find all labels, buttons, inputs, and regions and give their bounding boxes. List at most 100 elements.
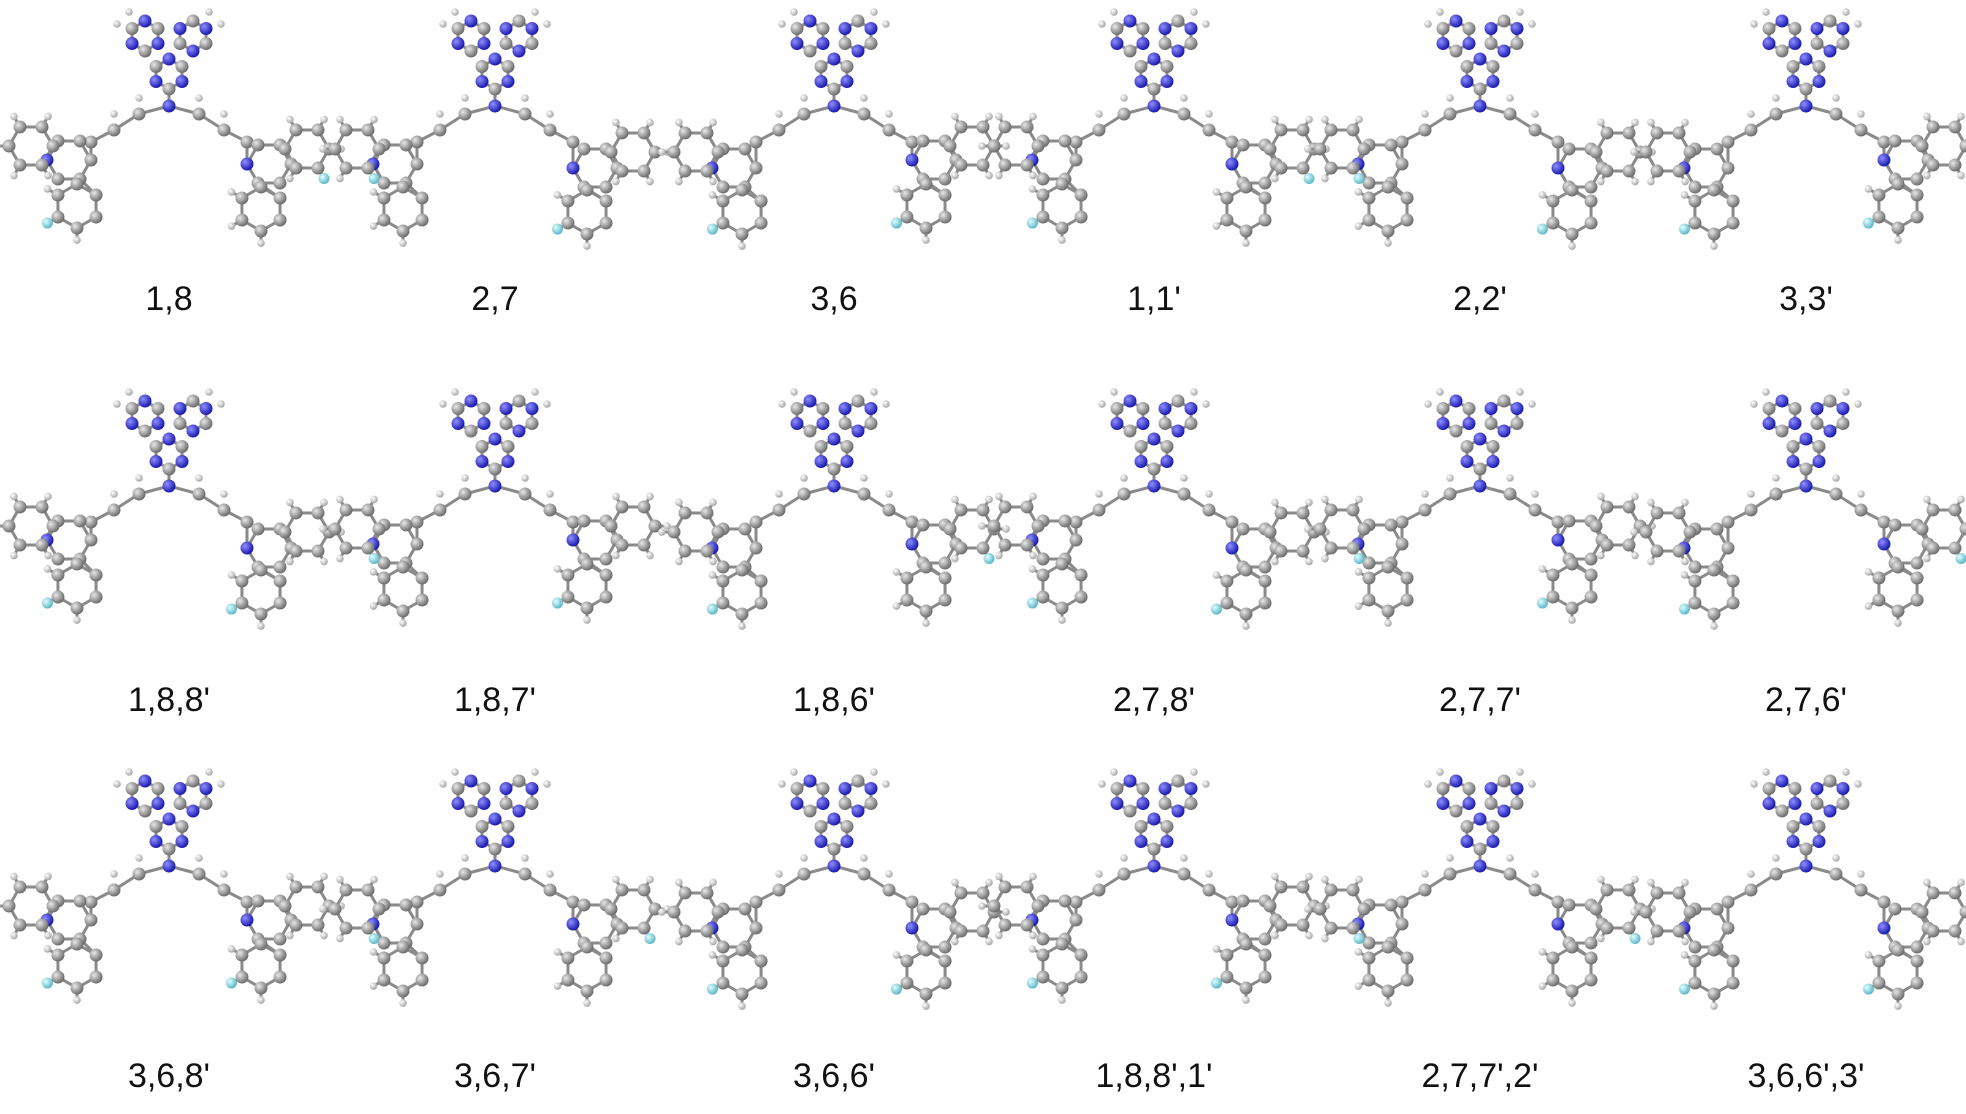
atom (1566, 558, 1579, 571)
atom (1623, 126, 1636, 139)
atom (977, 886, 990, 899)
atom (600, 952, 613, 965)
atom (411, 158, 424, 171)
atom (750, 896, 763, 909)
atom (712, 526, 725, 539)
atom (716, 195, 729, 208)
atom (362, 883, 375, 896)
atom (839, 22, 852, 35)
atom (750, 162, 763, 175)
atom (1240, 608, 1253, 621)
atom (1029, 552, 1037, 560)
atom (1872, 955, 1885, 968)
atom (828, 860, 841, 873)
atom (1486, 60, 1499, 73)
atom (646, 178, 654, 186)
atom (1585, 217, 1598, 230)
atom (1178, 488, 1191, 501)
atom (174, 782, 187, 795)
atom (51, 569, 64, 582)
atom (1111, 417, 1124, 430)
atom (44, 873, 52, 881)
atom (90, 591, 103, 604)
atom (870, 388, 878, 396)
atom (1957, 938, 1965, 946)
atom (126, 417, 139, 430)
atom (1681, 119, 1689, 127)
atom (199, 782, 212, 795)
atom (521, 474, 529, 482)
atom (1504, 868, 1517, 881)
atom (800, 854, 808, 862)
atom (1124, 15, 1137, 28)
atom (1160, 75, 1173, 88)
atom (798, 108, 811, 121)
atom (1135, 75, 1148, 88)
atom (1590, 146, 1603, 159)
atom (1787, 440, 1800, 453)
atom (1546, 952, 1559, 965)
atom (707, 224, 718, 235)
atom (1486, 440, 1499, 453)
atom (985, 938, 993, 946)
atom (1811, 417, 1824, 430)
atom (1056, 602, 1069, 615)
atom (1211, 978, 1222, 989)
atom (1546, 591, 1559, 604)
atom (1865, 951, 1873, 959)
atom (544, 124, 557, 137)
atom (399, 239, 407, 247)
atom (1566, 184, 1579, 197)
atom (701, 506, 714, 519)
atom (1830, 488, 1843, 501)
atom (1382, 181, 1395, 194)
atom (605, 146, 618, 159)
atom (436, 490, 444, 498)
atom (1585, 937, 1598, 950)
atom (1788, 37, 1801, 50)
atom (1630, 148, 1638, 156)
atom (187, 395, 200, 408)
molecule-label: 1,8,8',1' (1096, 1057, 1213, 1095)
atom (1321, 876, 1329, 884)
atom (1485, 402, 1498, 415)
atom (1911, 189, 1924, 202)
molecule-label: 1,8 (145, 280, 192, 318)
atom (1075, 189, 1088, 202)
atom (561, 195, 574, 208)
atom (1347, 123, 1360, 136)
atom (977, 120, 990, 133)
atom (1148, 100, 1161, 113)
atom (1036, 591, 1049, 604)
atom (42, 978, 53, 989)
atom (279, 526, 292, 539)
atom (205, 8, 213, 16)
atom (501, 455, 514, 468)
atom (175, 820, 188, 833)
atom (1436, 388, 1444, 396)
atom (340, 542, 353, 555)
atom (400, 138, 413, 151)
atom (778, 400, 786, 408)
atom (1631, 552, 1639, 560)
atom (567, 136, 580, 149)
atom (1585, 974, 1598, 987)
molecule (0, 768, 345, 1004)
atom (150, 455, 163, 468)
atom (51, 971, 64, 984)
atom (1506, 94, 1514, 102)
atom (139, 15, 152, 28)
atom (1830, 108, 1843, 121)
atom (995, 493, 1003, 501)
atom (750, 136, 763, 149)
atom (605, 903, 618, 916)
atom (709, 191, 717, 199)
atom (1111, 37, 1124, 50)
atom (290, 880, 303, 893)
atom (1220, 192, 1233, 205)
atom (900, 977, 913, 990)
molecule (978, 768, 1330, 1004)
atom (452, 22, 465, 35)
atom (581, 184, 594, 197)
atom (255, 608, 268, 621)
